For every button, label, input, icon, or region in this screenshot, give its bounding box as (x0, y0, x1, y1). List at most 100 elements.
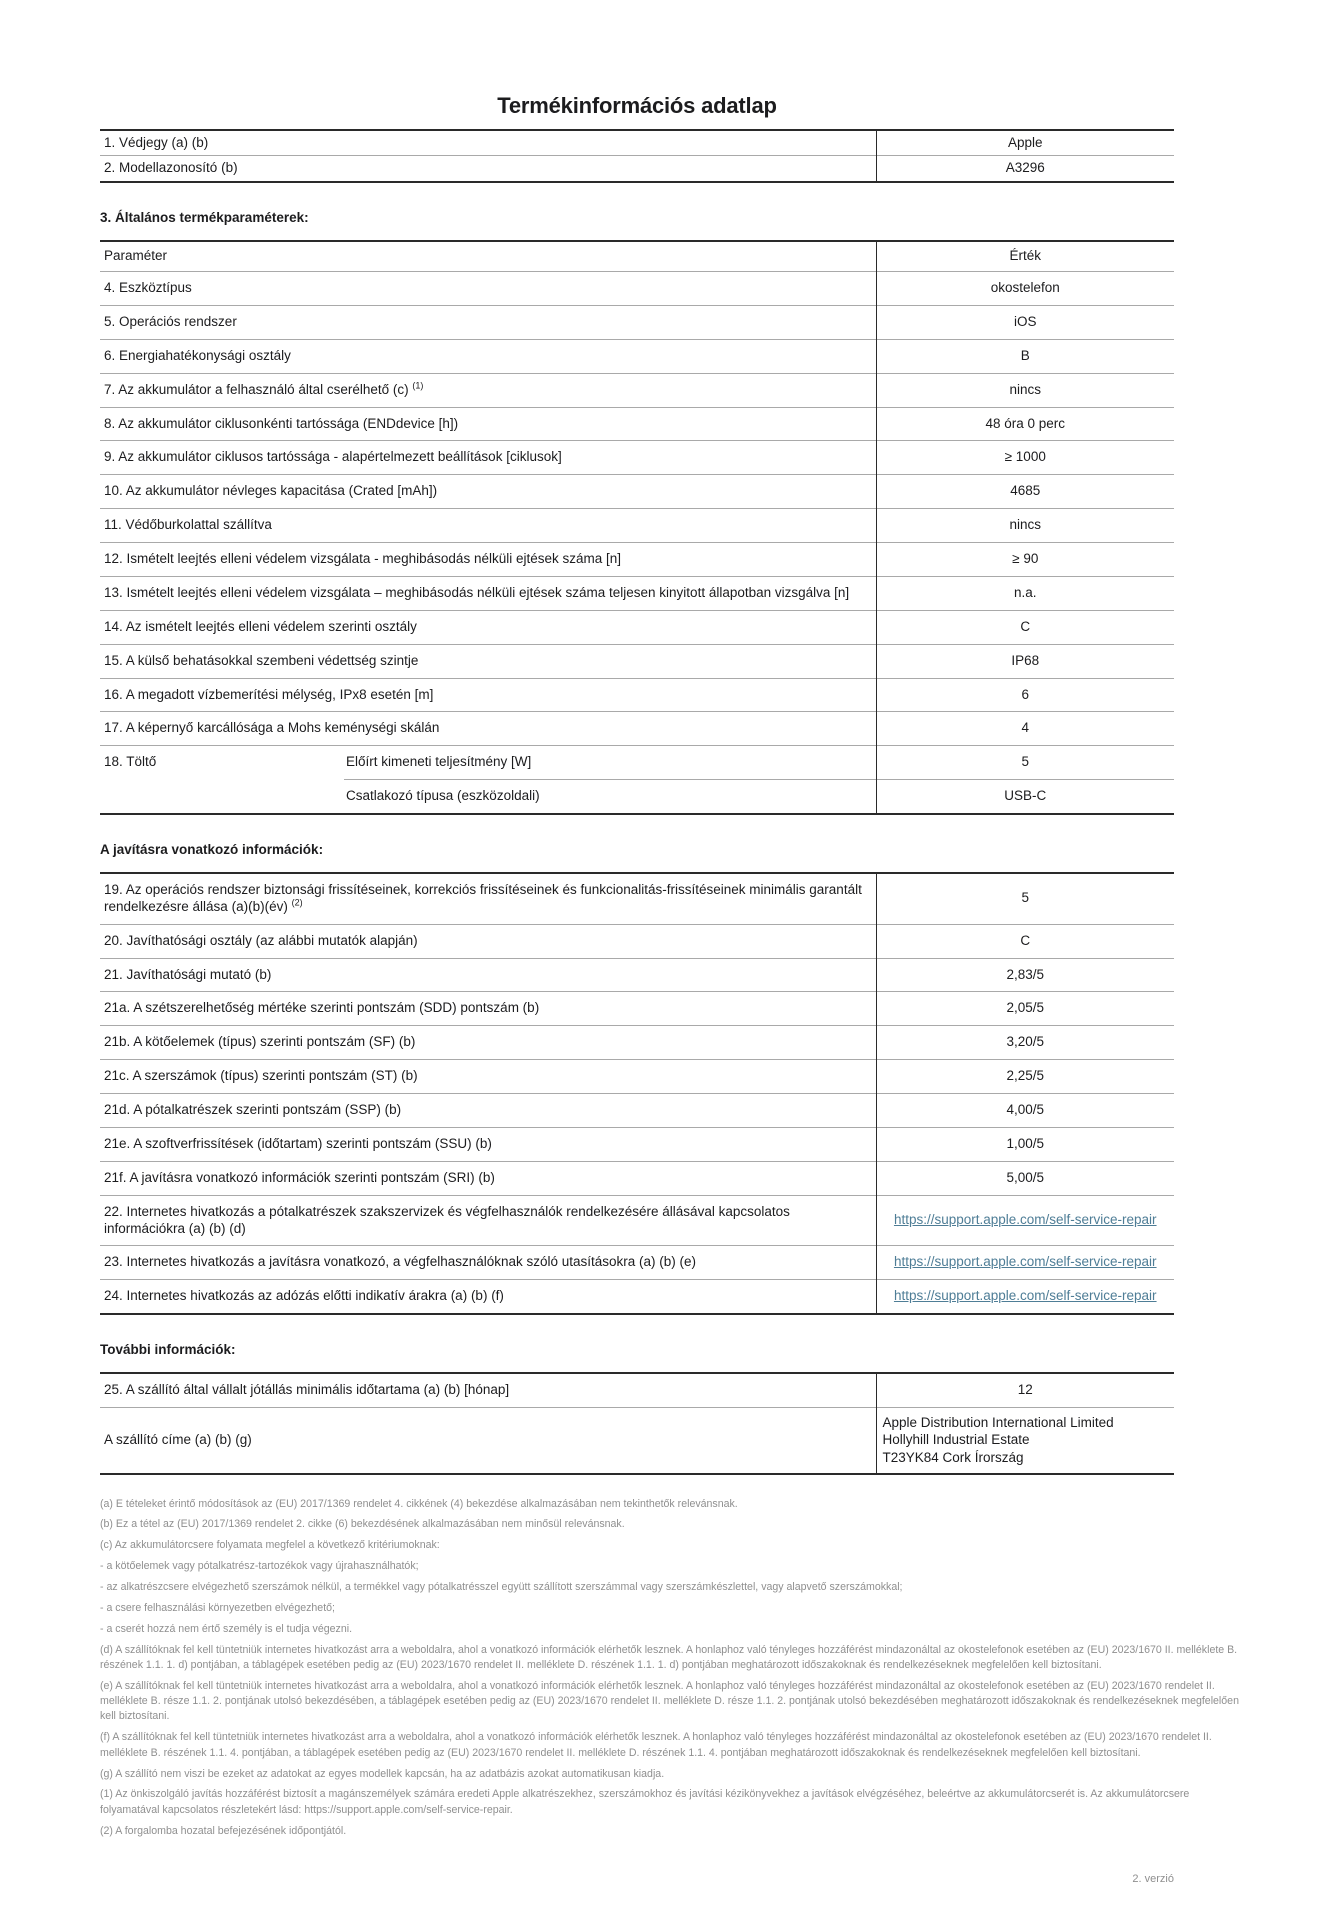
section-heading-general: 3. Általános termékparaméterek: (100, 210, 309, 226)
table-row: 21c. A szerszámok (típus) szerinti ponts… (100, 1059, 1174, 1094)
identification-table: 1. Védjegy (a) (b) Apple 2. Modellazonos… (100, 128, 1174, 184)
self-service-repair-link[interactable]: https://support.apple.com/self-service-r… (893, 1288, 1157, 1304)
table-row: 6. Energiahatékonysági osztály B (100, 338, 1174, 374)
row-value: Apple (875, 129, 1174, 156)
table-row: 22. Internetes hivatkozás a pótalkatrész… (100, 1194, 1174, 1246)
row-label: 20. Javíthatósági osztály (az alábbi mut… (100, 923, 876, 958)
row-label: 14. Az ismételt leejtés elleni védelem s… (100, 609, 876, 645)
additional-info-table: 25. A szállító által vállalt jótállás mi… (100, 1372, 1174, 1475)
row-value: ≥ 1000 (875, 440, 1174, 475)
footnote: (e) A szállítóknak fel kell tüntetniük i… (100, 1679, 1239, 1723)
row-value: 3,20/5 (875, 1025, 1174, 1060)
table-row: 21a. A szétszerelhetőség mértéke szerint… (100, 991, 1174, 1026)
footnote: (b) Ez a tétel az (EU) 2017/1369 rendele… (100, 1518, 625, 1531)
charger-subrow-label: Csatlakozó típusa (eszközoldali) (344, 779, 876, 814)
row-value: B (875, 338, 1174, 374)
footnote: - a csere felhasználási környezetben elv… (100, 1601, 335, 1614)
row-label-text: 19. Az operációs rendszer biztonsági fri… (104, 881, 862, 914)
row-value: 4 (875, 711, 1174, 746)
table-row: 9. Az akkumulátor ciklusos tartóssága - … (100, 440, 1174, 475)
table-row: 10. Az akkumulátor névleges kapacitása (… (100, 474, 1174, 509)
row-value: USB-C (875, 779, 1174, 814)
footnote: (f) A szállítóknak fel kell tüntetniük i… (100, 1731, 1212, 1759)
charger-subrow-label: Előírt kimeneti teljesítmény [W] (344, 745, 876, 780)
self-service-repair-link[interactable]: https://support.apple.com/self-service-r… (893, 1212, 1157, 1228)
row-label: 21e. A szoftverfrissítések (időtartam) s… (100, 1126, 876, 1162)
table-row charger-row: 18. Töltő Előírt kimeneti teljesítmény [… (100, 745, 1174, 814)
table-row: 16. A megadott vízbemerítési mélység, IP… (100, 677, 1174, 712)
row-value: IP68 (875, 643, 1174, 678)
row-label: 10. Az akkumulátor névleges kapacitása (… (100, 474, 876, 509)
row-value: 48 óra 0 perc (875, 406, 1174, 441)
section-heading-repair: A javításra vonatkozó információk: (100, 842, 324, 857)
row-value: nincs (875, 372, 1174, 407)
row-label-text: 7. Az akkumulátor a felhasználó által cs… (104, 381, 413, 397)
table-row: 21b. A kötőelemek (típus) szerinti ponts… (100, 1025, 1174, 1060)
supplier-address-line: T23YK84 Cork Írország (882, 1449, 1024, 1465)
footnote: (1) Az önkiszolgáló javítás hozzáférést … (100, 1788, 1190, 1816)
table-row: A szállító címe (a) (b) (g) Apple Distri… (100, 1406, 1174, 1474)
footnote: (g) A szállító nem viszi be ezeket az ad… (100, 1767, 665, 1780)
row-label: 21b. A kötőelemek (típus) szerinti ponts… (100, 1025, 876, 1060)
row-label: 19. Az operációs rendszer biztonsági fri… (100, 873, 876, 924)
charger-row-label: 18. Töltő (100, 745, 344, 814)
supplier-address-line: Apple Distribution International Limited (882, 1414, 1114, 1430)
table-row charger-row: Csatlakozó típusa (eszközoldali) USB-C (100, 779, 1174, 814)
table-row: 24. Internetes hivatkozás az adózás előt… (100, 1279, 1174, 1315)
page-title: Termékinformációs adatlap (497, 93, 777, 118)
row-label: 7. Az akkumulátor a felhasználó által cs… (100, 372, 876, 407)
self-service-repair-link[interactable]: https://support.apple.com/self-service-r… (893, 1254, 1157, 1270)
table-row: 21. Javíthatósági mutató (b) 2,83/5 (100, 957, 1174, 992)
section-heading-additional: További információk: (100, 1342, 236, 1358)
row-label: 17. A képernyő karcállósága a Mohs kemén… (100, 711, 876, 746)
row-label: 21f. A javításra vonatkozó információk s… (100, 1160, 876, 1196)
row-value: okostelefon (875, 271, 1174, 306)
row-value: https://support.apple.com/self-service-r… (875, 1279, 1174, 1315)
row-label: 5. Operációs rendszer (100, 304, 876, 340)
footnote: - a kötőelemek vagy pótalkatrész-tartozé… (100, 1560, 419, 1573)
row-value: nincs (875, 508, 1174, 543)
footnote: (2) A forgalomba hozatal befejezésének i… (100, 1824, 347, 1837)
table-row: 20. Javíthatósági osztály (az alábbi mut… (100, 923, 1174, 958)
table-row: 7. Az akkumulátor a felhasználó által cs… (100, 372, 1174, 407)
table-row: 14. Az ismételt leejtés elleni védelem s… (100, 609, 1174, 645)
footnotes-block: (a) E tételeket érintő módosítások az (E… (100, 1497, 1245, 1839)
footnote-ref-1: (1) (412, 380, 424, 391)
repair-info-table: 19. Az operációs rendszer biztonsági fri… (100, 871, 1174, 1316)
row-label: 15. A külső behatásokkal szembeni védett… (100, 643, 876, 678)
row-label: 16. A megadott vízbemerítési mélység, IP… (100, 677, 876, 712)
row-label: 4. Eszköztípus (100, 271, 876, 306)
table-row: 19. Az operációs rendszer biztonsági fri… (100, 872, 1174, 925)
row-label: 12. Ismételt leejtés elleni védelem vizs… (100, 542, 876, 577)
row-value: 12 (875, 1373, 1174, 1408)
row-value: C (875, 923, 1174, 958)
table-row: 21f. A javításra vonatkozó információk s… (100, 1160, 1174, 1196)
footnote-ref-2: (2) (291, 897, 303, 908)
row-label: 21a. A szétszerelhetőség mértéke szerint… (100, 991, 876, 1026)
row-value: 5,00/5 (875, 1160, 1174, 1196)
row-value: 2,83/5 (875, 957, 1174, 992)
row-value: A3296 (875, 155, 1174, 183)
footnote: - a cserét hozzá nem értő személy is el … (100, 1622, 353, 1635)
table-row: 17. A képernyő karcállósága a Mohs kemén… (100, 711, 1174, 746)
table-header-row: Paraméter Érték (100, 241, 1174, 272)
row-label: 21d. A pótalkatrészek szerinti pontszám … (100, 1093, 876, 1128)
row-label: 1. Védjegy (a) (b) (104, 134, 209, 150)
column-header-value: Érték (875, 241, 1174, 272)
table-row: 8. Az akkumulátor ciklusonkénti tartóssá… (100, 406, 1174, 441)
row-label: 8. Az akkumulátor ciklusonkénti tartóssá… (100, 406, 876, 441)
table-row: 5. Operációs rendszer iOS (100, 304, 1174, 340)
row-label: 25. A szállító által vállalt jótállás mi… (104, 1382, 510, 1397)
supplier-address: Apple Distribution International Limited… (875, 1406, 1174, 1474)
table-row: 21d. A pótalkatrészek szerinti pontszám … (100, 1093, 1174, 1128)
row-label: 9. Az akkumulátor ciklusos tartóssága - … (100, 440, 876, 475)
row-value: 1,00/5 (875, 1126, 1174, 1162)
row-value: 4,00/5 (875, 1093, 1174, 1128)
row-label: A szállító címe (a) (b) (g) (100, 1406, 876, 1474)
row-label: 2. Modellazonosító (b) (100, 155, 876, 183)
table-row: 23. Internetes hivatkozás a javításra vo… (100, 1245, 1174, 1280)
row-value: https://support.apple.com/self-service-r… (875, 1245, 1174, 1280)
table-row: 11. Védőburkolattal szállítva nincs (100, 508, 1174, 543)
footnote: - az alkatrészcsere elvégezhető szerszám… (100, 1580, 903, 1593)
